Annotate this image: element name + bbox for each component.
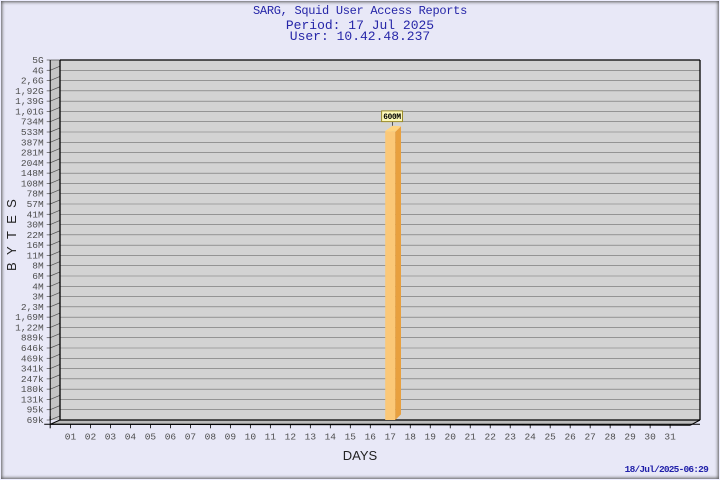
svg-text:16: 16 bbox=[365, 431, 377, 442]
svg-text:22: 22 bbox=[485, 431, 497, 442]
svg-text:19: 19 bbox=[425, 431, 437, 442]
svg-text:04: 04 bbox=[125, 431, 137, 442]
svg-text:18: 18 bbox=[405, 431, 417, 442]
svg-text:09: 09 bbox=[225, 431, 237, 442]
svg-text:01: 01 bbox=[65, 431, 77, 442]
svg-text:600M: 600M bbox=[383, 114, 401, 122]
svg-text:25: 25 bbox=[544, 431, 556, 442]
svg-text:10: 10 bbox=[245, 431, 257, 442]
svg-text:14: 14 bbox=[325, 431, 337, 442]
svg-text:12: 12 bbox=[285, 431, 297, 442]
svg-text:03: 03 bbox=[105, 431, 117, 442]
svg-text:69k: 69k bbox=[27, 415, 44, 426]
svg-text:05: 05 bbox=[145, 431, 157, 442]
svg-text:15: 15 bbox=[345, 431, 357, 442]
svg-text:27: 27 bbox=[584, 431, 595, 442]
svg-text:28: 28 bbox=[604, 431, 616, 442]
svg-text:29: 29 bbox=[624, 431, 636, 442]
svg-text:11: 11 bbox=[265, 431, 277, 442]
svg-text:13: 13 bbox=[305, 431, 317, 442]
svg-text:31: 31 bbox=[664, 431, 676, 442]
svg-text:23: 23 bbox=[505, 431, 517, 442]
svg-text:30: 30 bbox=[644, 431, 656, 442]
svg-text:17: 17 bbox=[385, 431, 396, 442]
svg-text:06: 06 bbox=[165, 431, 177, 442]
svg-text:26: 26 bbox=[564, 431, 576, 442]
svg-text:24: 24 bbox=[524, 431, 536, 442]
svg-text:20: 20 bbox=[445, 431, 457, 442]
svg-text:21: 21 bbox=[465, 431, 477, 442]
svg-text:02: 02 bbox=[85, 431, 97, 442]
svg-text:08: 08 bbox=[205, 431, 217, 442]
svg-text:07: 07 bbox=[185, 431, 196, 442]
